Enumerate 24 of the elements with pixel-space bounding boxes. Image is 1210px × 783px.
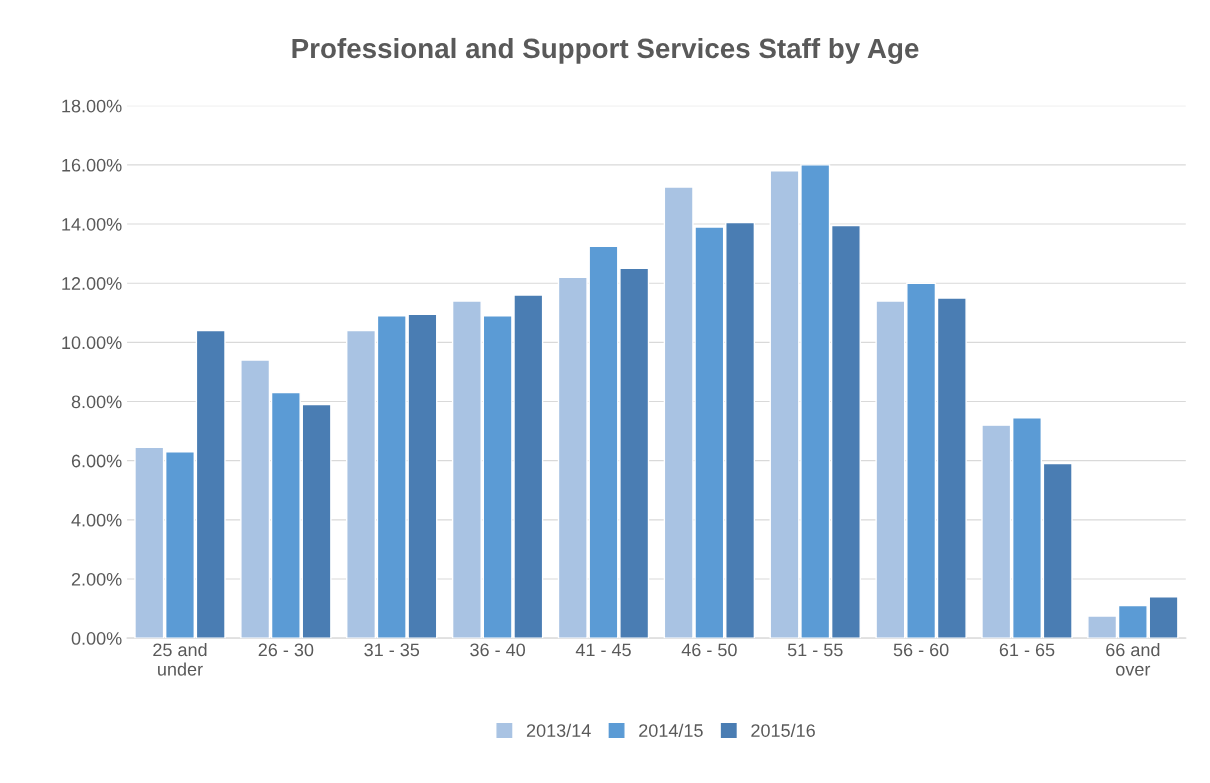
y-tick-label: 8.00% bbox=[71, 395, 122, 409]
x-tick-label: 66 and over bbox=[1106, 643, 1160, 676]
y-tick-label: 10.00% bbox=[62, 336, 122, 350]
legend-label: 2015/16 bbox=[751, 723, 815, 737]
x-tick-label: 36 - 40 bbox=[470, 643, 526, 657]
chart-title: Professional and Support Services Staff by Age bbox=[292, 37, 919, 64]
y-tick-label: 6.00% bbox=[71, 454, 122, 468]
x-tick-label: 25 and under bbox=[153, 643, 207, 676]
y-tick-label: 12.00% bbox=[62, 277, 122, 290]
x-tick-label: 26 - 30 bbox=[258, 643, 314, 657]
y-tick-label: 2.00% bbox=[71, 572, 122, 586]
legend-label: 2013/14 bbox=[526, 723, 591, 737]
x-tick-label: 41 - 45 bbox=[575, 643, 631, 657]
x-tick-label: 31 - 35 bbox=[364, 643, 420, 657]
y-tick-label: 14.00% bbox=[62, 217, 122, 231]
x-tick-label: 61 - 65 bbox=[999, 643, 1055, 657]
y-tick-label: 16.00% bbox=[62, 158, 122, 172]
x-tick-label: 51 - 55 bbox=[787, 643, 843, 657]
y-tick-label: 0.00% bbox=[71, 632, 122, 645]
y-tick-label: 4.00% bbox=[71, 513, 122, 527]
x-tick-label: 46 - 50 bbox=[681, 643, 737, 657]
y-tick-label: 18.00% bbox=[62, 99, 122, 113]
x-tick-label: 56 - 60 bbox=[893, 643, 949, 657]
legend-label: 2014/15 bbox=[639, 723, 703, 737]
